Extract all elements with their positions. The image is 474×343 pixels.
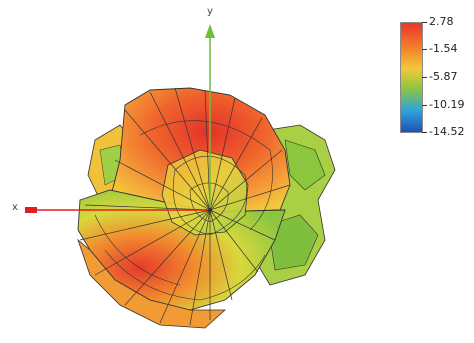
colorbar-tick [422, 49, 427, 50]
y-axis-label: y [207, 6, 213, 17]
y-axis [205, 24, 215, 210]
mesh-rings [94, 120, 273, 301]
colorbar [400, 22, 423, 133]
colorbar-label: -10.19 [429, 98, 465, 111]
colorbar-tick [422, 105, 427, 106]
colorbar-tick [422, 77, 427, 78]
colorbar-label: -5.87 [429, 70, 458, 83]
colorbar-tick [422, 22, 427, 23]
colorbar-label-min: -14.52 [429, 125, 465, 138]
colorbar-label-max: 2.78 [429, 15, 454, 28]
origin-point [208, 208, 212, 212]
x-axis-label: x [12, 202, 18, 213]
colorbar-label: -1.54 [429, 42, 458, 55]
x-axis [25, 207, 210, 213]
colorbar-tick [422, 132, 427, 133]
